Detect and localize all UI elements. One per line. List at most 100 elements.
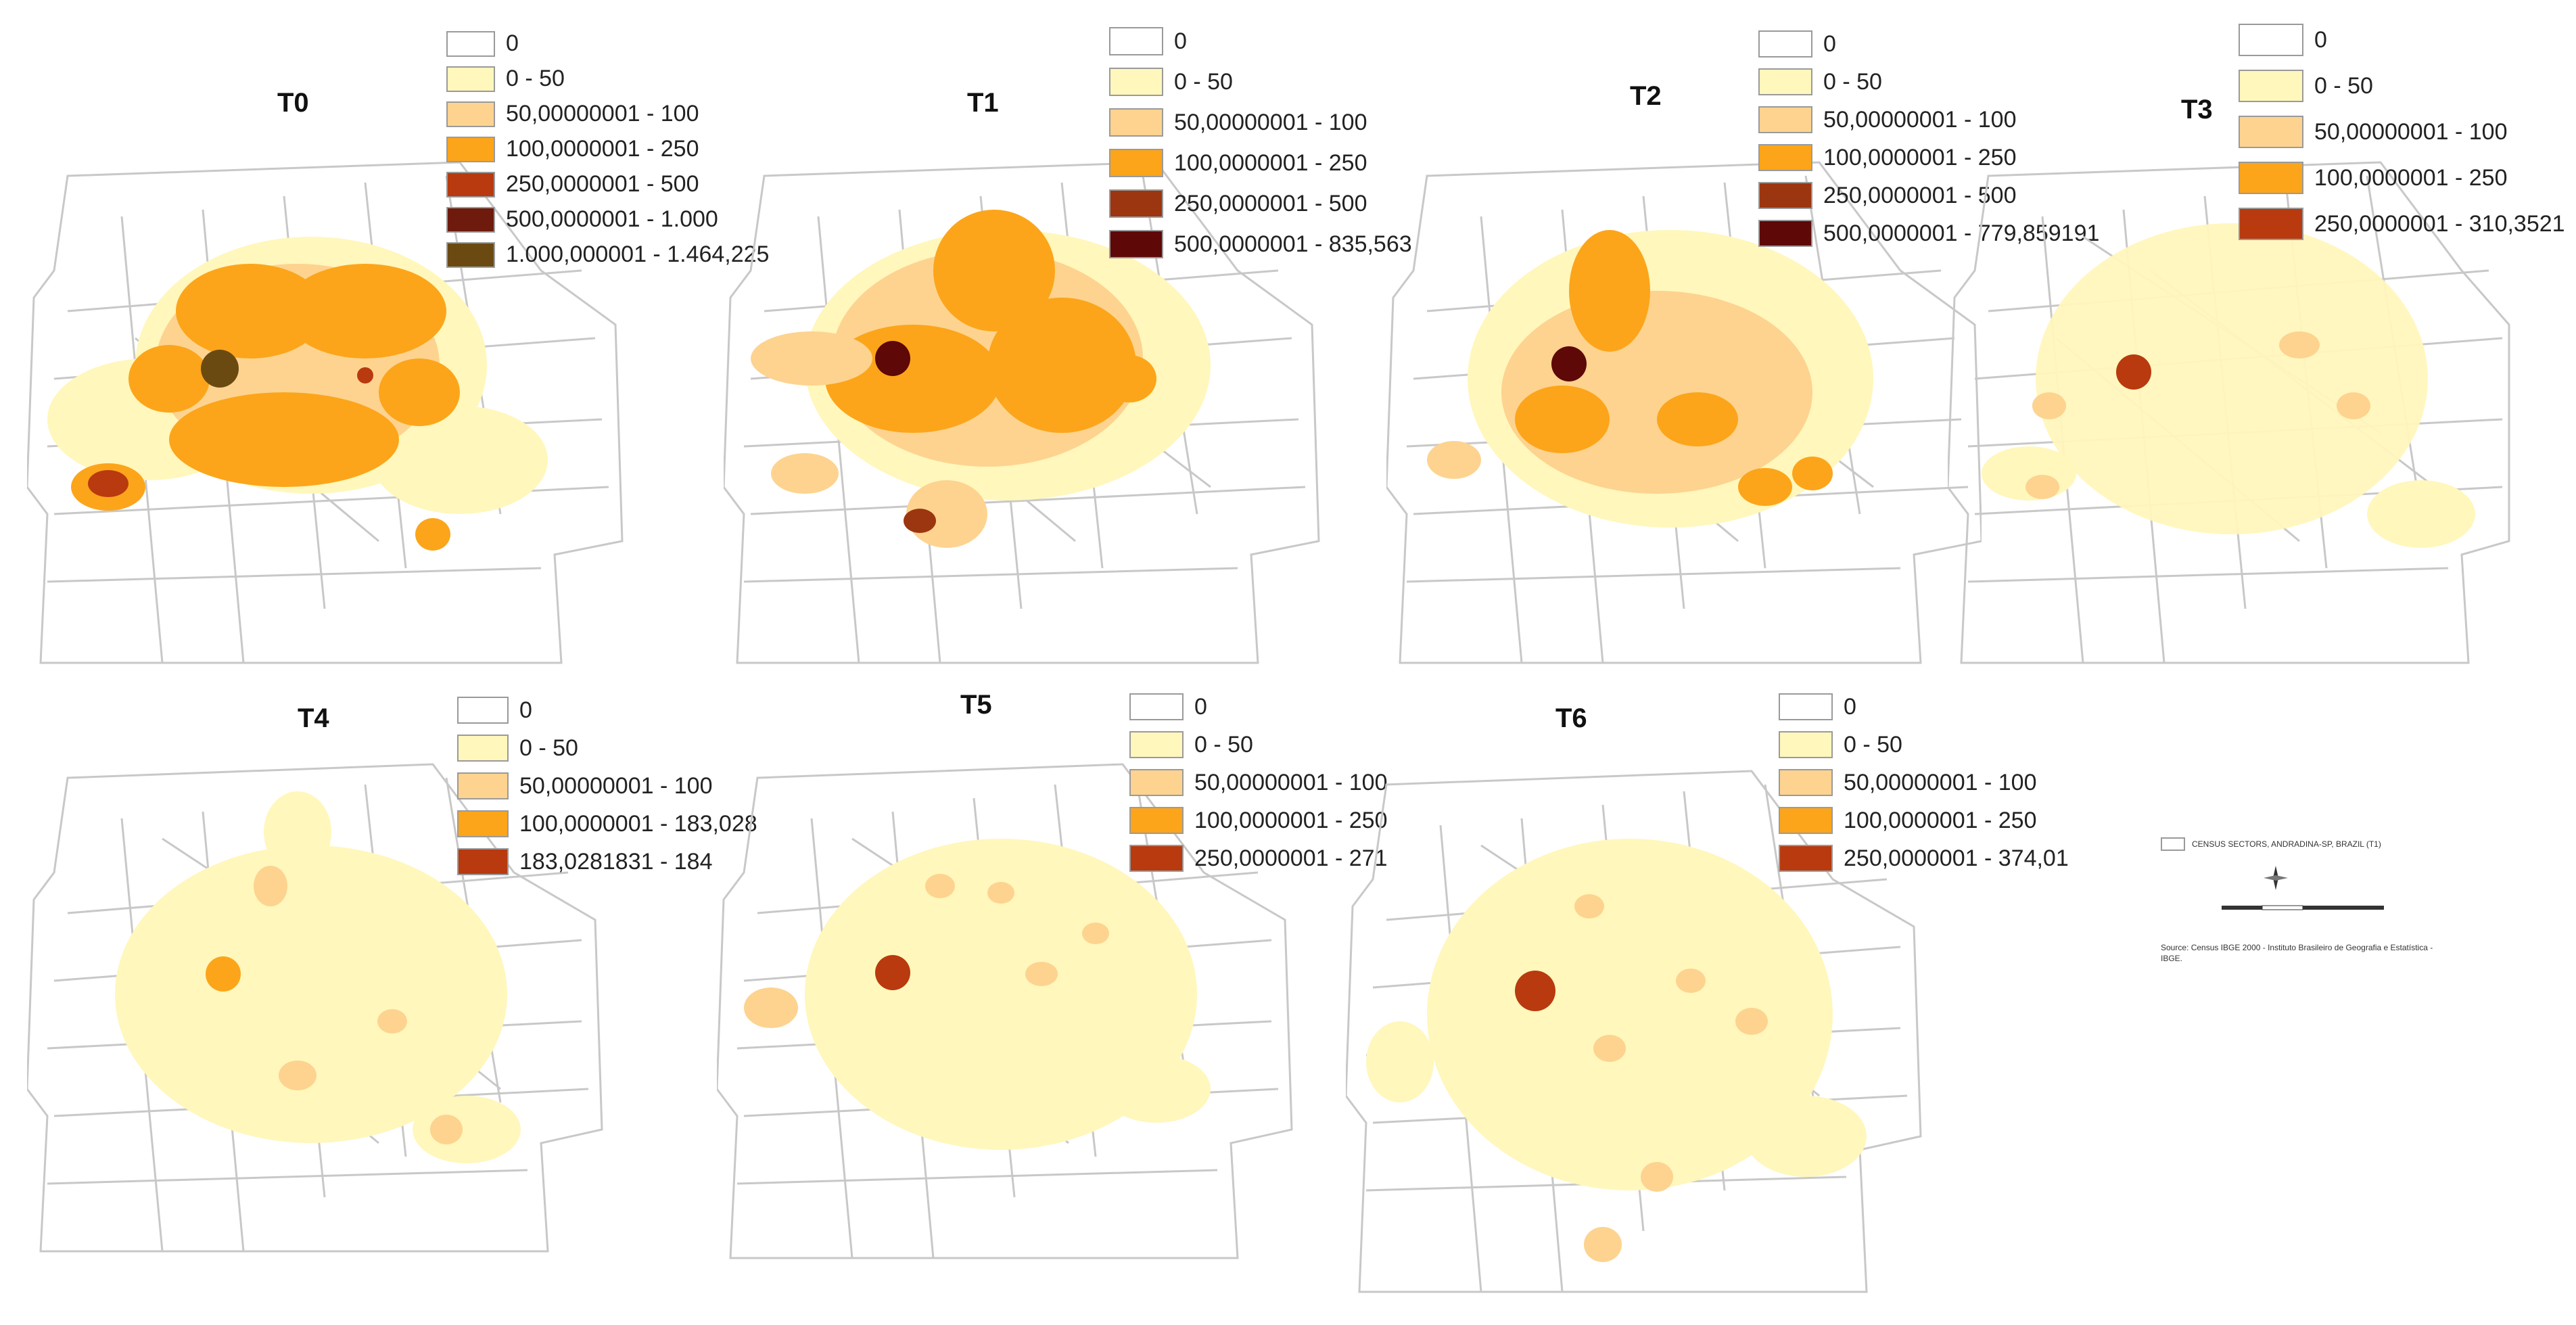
legend-swatch: [446, 136, 495, 162]
panel-t1: T1: [724, 88, 1332, 676]
legend-swatch: [2239, 24, 2303, 56]
panel-t2: T2: [1386, 81, 1982, 676]
legend-label: 0 - 50: [506, 66, 565, 91]
scale-bar: [2222, 905, 2384, 910]
density-map-t6: [1346, 770, 1922, 1293]
legend-label: 1.000,000001 - 1.464,225: [506, 241, 770, 267]
legend-label: 250,0000001 - 310,3521: [2314, 210, 2565, 237]
legend-swatch: [2239, 162, 2303, 194]
legend-label: 0 - 50: [1823, 68, 1882, 95]
legend-label: 0: [1194, 693, 1207, 720]
map-info-box: CENSUS SECTORS, ANDRADINA-SP, BRAZIL (T1…: [2161, 837, 2445, 973]
legend-swatch: [446, 66, 495, 92]
legend-label: 250,0000001 - 500: [1174, 190, 1367, 216]
census-sector-legend: CENSUS SECTORS, ANDRADINA-SP, BRAZIL (T1…: [2161, 837, 2381, 851]
legend-swatch: [1129, 731, 1184, 758]
legend-swatch: [1129, 807, 1184, 834]
panel-t4: T4: [27, 703, 622, 1265]
legend-swatch: [446, 171, 495, 197]
legend-label: 250,0000001 - 271: [1194, 845, 1388, 871]
legend-label: 0: [506, 30, 519, 56]
census-sector-swatch: [2161, 837, 2185, 851]
legend-swatch: [457, 697, 509, 724]
legend-label: 100,0000001 - 250: [506, 136, 699, 162]
legend-swatch: [1758, 220, 1812, 247]
density-blobs-t6: [1366, 839, 1867, 1262]
panel-title-t6: T6: [1555, 703, 1587, 733]
legend-swatch: [1758, 68, 1812, 95]
density-map-t2: [1386, 161, 1982, 664]
legend-label: 500,0000001 - 1.000: [506, 206, 718, 232]
density-blobs-t5: [744, 839, 1211, 1150]
legend-label: 50,00000001 - 100: [506, 101, 699, 126]
legend-label: 0: [1823, 30, 1836, 57]
legend-label: 0 - 50: [1194, 731, 1253, 758]
legend-swatch: [1779, 769, 1833, 796]
legend-swatch: [1109, 189, 1163, 218]
density-map-t5: [717, 763, 1293, 1259]
density-blobs-t3: [1982, 223, 2475, 548]
legend-label: 0: [519, 697, 532, 723]
legend-swatch: [1129, 693, 1184, 720]
legend-label: 50,00000001 - 100: [1174, 109, 1367, 135]
density-map-t3: [1948, 161, 2510, 664]
legend-swatch: [446, 30, 495, 57]
density-blobs-t0: [47, 237, 548, 551]
legend-swatch: [446, 241, 495, 268]
legend-swatch: [1109, 68, 1163, 96]
legend-label: 100,0000001 - 183,028: [519, 810, 757, 837]
legend-label: 250,0000001 - 374,01: [1844, 845, 2069, 871]
legend-swatch: [1109, 108, 1163, 137]
legend-swatch: [2239, 70, 2303, 102]
source-text: Source: Census IBGE 2000 - Instituto Bra…: [2161, 943, 2433, 963]
census-sector-label: CENSUS SECTORS, ANDRADINA-SP, BRAZIL (T1…: [2192, 839, 2381, 849]
legend-swatch: [1758, 106, 1812, 133]
legend-label: 50,00000001 - 100: [519, 772, 713, 799]
legend-swatch: [1758, 30, 1812, 57]
legend-swatch: [1109, 149, 1163, 177]
legend-label: 0: [2314, 26, 2327, 53]
legend-swatch: [1109, 27, 1163, 55]
legend-label: 50,00000001 - 100: [1194, 769, 1388, 795]
legend-label: 100,0000001 - 250: [1823, 144, 2017, 170]
legend-label: 500,0000001 - 835,563: [1174, 231, 1412, 257]
density-blobs-t1: [751, 210, 1211, 548]
legend-swatch: [1779, 807, 1833, 834]
density-map-t0: [27, 161, 624, 664]
legend-swatch: [1129, 769, 1184, 796]
legend-swatch: [1779, 693, 1833, 720]
legend-label: 0 - 50: [2314, 72, 2373, 99]
panel-title-t4: T4: [298, 703, 329, 733]
legend-swatch: [1129, 845, 1184, 872]
legend-swatch: [1779, 731, 1833, 758]
panel-t5: T5: [717, 690, 1312, 1272]
legend-swatch: [457, 848, 509, 875]
legend-swatch: [457, 735, 509, 762]
legend-label: 0: [1844, 693, 1856, 720]
panel-t3: T3: [1948, 95, 2516, 670]
density-blobs-t2: [1427, 230, 1873, 528]
density-blobs-t4: [115, 791, 521, 1163]
density-map-t1: [724, 161, 1320, 664]
legend-label: 50,00000001 - 100: [1844, 769, 2037, 795]
panel-title-t2: T2: [1630, 81, 1662, 111]
legend-label: 100,0000001 - 250: [1194, 807, 1388, 833]
panel-title-t0: T0: [277, 88, 309, 118]
legend-label: 50,00000001 - 100: [2314, 118, 2508, 145]
legend-label: 100,0000001 - 250: [2314, 164, 2508, 191]
legend-swatch: [2239, 116, 2303, 148]
legend-swatch: [1758, 182, 1812, 209]
legend-swatch: [1758, 144, 1812, 171]
legend-swatch: [1779, 845, 1833, 872]
legend-label: 500,0000001 - 779,859191: [1823, 220, 2100, 246]
panel-t6: T6: [1346, 703, 1941, 1305]
panel-t0: T0: [27, 88, 649, 676]
legend-label: 50,00000001 - 100: [1823, 106, 2017, 133]
panel-title-t5: T5: [960, 690, 992, 720]
legend-label: 0: [1174, 28, 1187, 54]
legend-swatch: [446, 101, 495, 127]
panel-title-t3: T3: [2181, 95, 2213, 124]
legend-swatch: [1109, 230, 1163, 258]
density-map-t4: [27, 763, 603, 1253]
legend-label: 0 - 50: [1174, 68, 1233, 95]
